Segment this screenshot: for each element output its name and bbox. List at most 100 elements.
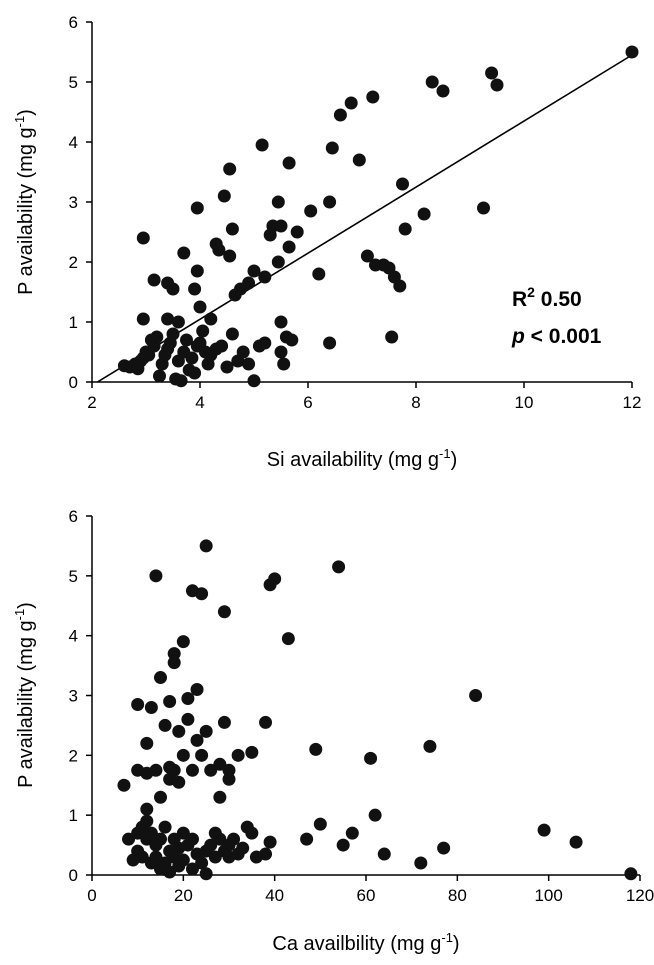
y-tick-label: 6 bbox=[69, 507, 78, 526]
data-point bbox=[167, 656, 181, 670]
y-tick-label: 3 bbox=[69, 193, 78, 212]
data-point bbox=[396, 177, 409, 191]
data-point bbox=[300, 832, 314, 846]
data-point bbox=[166, 327, 180, 341]
x-tick-label: 40 bbox=[265, 886, 284, 905]
data-point bbox=[166, 282, 180, 296]
data-point bbox=[172, 724, 186, 738]
data-point bbox=[377, 847, 391, 861]
data-point bbox=[242, 357, 256, 371]
data-point bbox=[437, 841, 451, 855]
data-point bbox=[332, 560, 346, 574]
x-tick-label: 6 bbox=[303, 393, 312, 412]
data-point bbox=[282, 240, 296, 254]
data-point bbox=[366, 90, 380, 104]
data-point bbox=[344, 96, 358, 110]
data-point bbox=[222, 772, 236, 786]
data-point bbox=[149, 763, 163, 777]
x-tick-label: 80 bbox=[448, 886, 467, 905]
data-point bbox=[190, 683, 204, 697]
data-point bbox=[193, 300, 207, 314]
data-point bbox=[360, 249, 374, 263]
data-point bbox=[477, 201, 490, 215]
p-value-annotation: p < 0.001 bbox=[511, 325, 602, 348]
data-point bbox=[167, 763, 181, 777]
data-point bbox=[185, 351, 199, 365]
data-point bbox=[161, 312, 175, 326]
data-point bbox=[190, 201, 204, 215]
data-point bbox=[247, 374, 261, 388]
data-point bbox=[274, 219, 288, 233]
data-point bbox=[196, 324, 210, 338]
data-point bbox=[174, 374, 188, 388]
data-point bbox=[158, 718, 172, 732]
data-point bbox=[245, 826, 259, 840]
data-point bbox=[136, 312, 150, 326]
data-point bbox=[282, 156, 296, 170]
data-point bbox=[172, 775, 186, 789]
data-point bbox=[537, 823, 551, 837]
y-tick-label: 0 bbox=[69, 373, 78, 392]
y-tick-label: 3 bbox=[69, 687, 78, 706]
data-point bbox=[423, 739, 437, 753]
data-point bbox=[485, 66, 499, 80]
data-point bbox=[259, 715, 273, 729]
data-point bbox=[236, 345, 250, 359]
data-point bbox=[217, 189, 231, 203]
data-point bbox=[227, 832, 241, 846]
data-point bbox=[149, 569, 163, 583]
data-point bbox=[195, 748, 209, 762]
data-point bbox=[223, 249, 237, 263]
data-point bbox=[245, 745, 259, 759]
data-point bbox=[222, 763, 236, 777]
data-point bbox=[188, 366, 202, 380]
data-point bbox=[271, 255, 285, 269]
data-point bbox=[231, 748, 245, 762]
y-tick-label: 4 bbox=[69, 627, 78, 646]
x-axis-title: Ca availbility (mg g-1) bbox=[272, 930, 459, 955]
data-point bbox=[147, 273, 161, 287]
data-point bbox=[136, 231, 150, 245]
data-point bbox=[188, 282, 202, 296]
data-point bbox=[131, 697, 145, 711]
data-point bbox=[242, 276, 256, 290]
ca-vs-p-chart: 0 20 40 60 80 100 120 0 1 2 3 4 5 6 Ca availbility (m… bbox=[12, 507, 654, 955]
data-point bbox=[153, 369, 166, 383]
data-point bbox=[247, 264, 261, 278]
data-point bbox=[158, 820, 172, 834]
data-point bbox=[176, 748, 190, 762]
data-point bbox=[217, 715, 231, 729]
data-point bbox=[277, 357, 291, 371]
data-point bbox=[185, 832, 199, 846]
data-point bbox=[469, 689, 483, 702]
data-point bbox=[490, 78, 504, 92]
data-point bbox=[258, 336, 272, 350]
x-tick-label: 100 bbox=[534, 886, 562, 905]
data-point bbox=[215, 339, 229, 353]
data-point bbox=[255, 138, 269, 152]
data-point bbox=[258, 270, 272, 284]
x-tick-label: 12 bbox=[623, 393, 642, 412]
data-point bbox=[225, 327, 239, 341]
data-point bbox=[624, 867, 638, 881]
data-point bbox=[236, 841, 250, 855]
data-point bbox=[569, 835, 583, 849]
data-point bbox=[281, 632, 295, 646]
data-point bbox=[212, 243, 226, 257]
data-point bbox=[325, 141, 339, 155]
data-point bbox=[217, 605, 231, 619]
data-point bbox=[181, 712, 195, 726]
data-point bbox=[167, 647, 181, 661]
data-point bbox=[274, 315, 288, 329]
x-tick-label: 4 bbox=[195, 393, 204, 412]
data-point bbox=[171, 315, 185, 329]
y-tick-label: 6 bbox=[69, 13, 78, 32]
data-point bbox=[425, 75, 439, 89]
data-point bbox=[163, 694, 177, 708]
data-point bbox=[364, 751, 378, 765]
data-point bbox=[312, 267, 326, 281]
data-point bbox=[154, 671, 167, 685]
trend-line bbox=[96, 54, 633, 383]
data-point bbox=[199, 539, 213, 553]
